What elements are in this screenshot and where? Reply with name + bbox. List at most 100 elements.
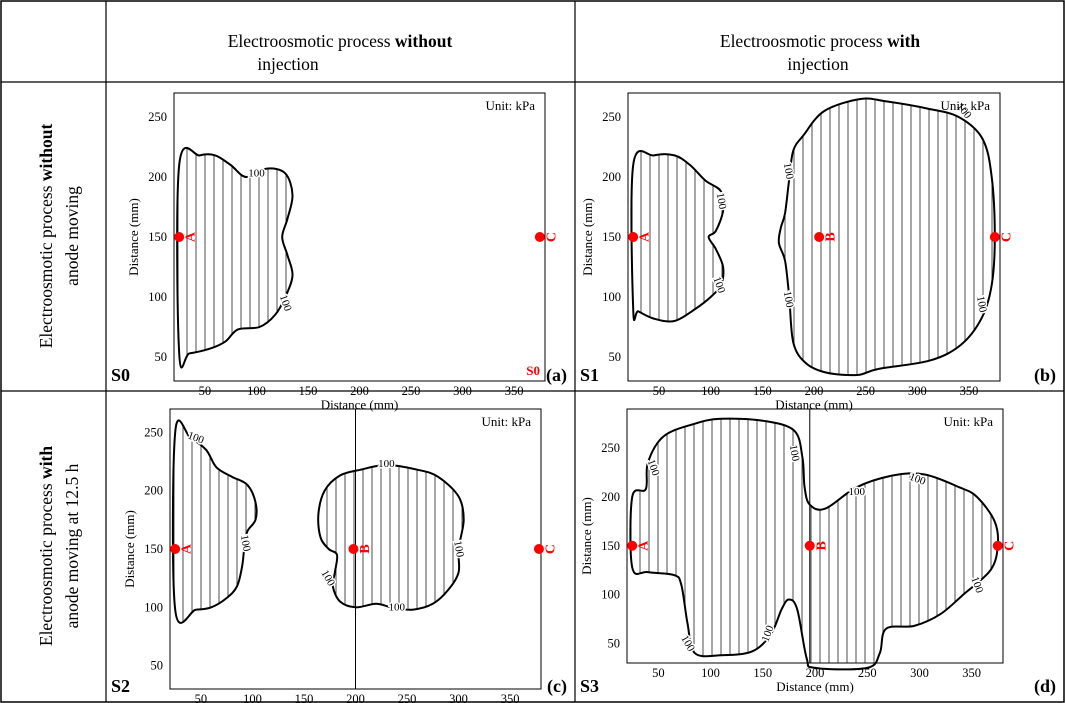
- plot-frame: [627, 92, 1001, 382]
- y-tick-label: 200: [602, 170, 621, 184]
- y-tick-label: 250: [148, 110, 167, 124]
- point-C-marker: [992, 540, 1003, 551]
- col1-header: Electroosmotic process without: [228, 31, 453, 51]
- col1-header-bold: without: [395, 31, 453, 51]
- row1-label: Electroosmotic process without: [36, 124, 56, 349]
- contour-label: 100: [787, 444, 802, 463]
- y-tick-label: 200: [601, 490, 620, 504]
- hatch-lines: [631, 98, 993, 376]
- x-tick-label: 350: [501, 692, 520, 703]
- col2-header-bold: with: [887, 31, 920, 51]
- x-tick-label: 200: [805, 384, 824, 398]
- col1-header-pre: Electroosmotic process: [228, 31, 395, 51]
- contour-label: 100: [974, 295, 989, 314]
- contour-1: [176, 146, 294, 369]
- x-tick-label: 200: [350, 384, 369, 398]
- x-tick-label: 300: [449, 692, 468, 703]
- panel-S2: 100 100 100 100 100 100 50 100 150 200 250 300 350 50…: [111, 408, 567, 703]
- point-A-marker: [627, 540, 638, 551]
- y-tick-label: 50: [608, 636, 621, 650]
- point-A-marker: [628, 232, 639, 242]
- x-tick-label: 100: [701, 384, 720, 398]
- contour-label: 100: [781, 290, 796, 309]
- point-A-label: A: [184, 231, 199, 242]
- x-tick-label: 250: [858, 666, 877, 680]
- x-tick-label: 350: [505, 384, 524, 398]
- point-B-marker: [804, 540, 815, 551]
- hatch-lines: [177, 147, 287, 368]
- row1-label-pre: Electroosmotic process: [36, 181, 56, 348]
- row2-label: Electroosmotic process with: [36, 446, 56, 647]
- scenario-label: S0: [111, 365, 130, 385]
- col2-header-line2: injection: [787, 54, 848, 74]
- x-tick-label: 250: [856, 384, 875, 398]
- y-tick-label: 100: [144, 600, 163, 614]
- y-tick-label: 200: [144, 484, 163, 498]
- row1-label-group: Electroosmotic process without anode mov…: [36, 124, 82, 349]
- y-tick-label: 250: [144, 425, 163, 439]
- y-tick-label: 150: [144, 542, 163, 556]
- y-tick-label: 150: [601, 539, 620, 553]
- y-tick-label: 50: [155, 350, 168, 364]
- row2-label-bold: with: [36, 446, 56, 479]
- unit-label: Unit: kPa: [486, 98, 536, 113]
- row1-label-bold: without: [36, 124, 56, 182]
- row2-label-line2: anode moving at 12.5 h: [62, 463, 82, 628]
- point-A-label: A: [180, 543, 195, 554]
- x-axis-label: Distance (mm): [321, 397, 399, 412]
- point-C-marker: [534, 232, 545, 242]
- y-tick-label: 100: [148, 290, 167, 304]
- point-C-marker: [533, 544, 544, 554]
- contour-label: 100: [378, 458, 395, 470]
- point-A-label: A: [638, 231, 653, 242]
- contour-label: 100: [908, 471, 928, 488]
- x-tick-label: 50: [195, 692, 208, 703]
- row1-label-line2: anode moving: [62, 186, 82, 286]
- y-tick-label: 250: [601, 441, 620, 455]
- x-tick-label: 100: [701, 666, 720, 680]
- x-axis-label: Distance (mm): [775, 397, 853, 412]
- y-tick-label: 150: [602, 230, 621, 244]
- corner-label: S0: [526, 363, 540, 378]
- y-tick-label: 100: [601, 588, 620, 602]
- y-tick-label: 100: [602, 290, 621, 304]
- contour-label: 100: [238, 534, 253, 553]
- x-tick-label: 150: [753, 666, 772, 680]
- scenario-label: S3: [580, 676, 599, 696]
- x-tick-label: 150: [295, 692, 314, 703]
- point-C-label: C: [1002, 541, 1017, 551]
- x-tick-label: 50: [652, 666, 665, 680]
- unit-label: Unit: kPa: [482, 414, 532, 429]
- contour-label: 100: [451, 540, 466, 559]
- point-B-marker: [348, 544, 359, 554]
- contour-label: 100: [781, 162, 796, 181]
- point-C-marker: [989, 232, 1000, 242]
- y-tick-label: 50: [151, 659, 164, 673]
- contour-1: [629, 417, 1000, 671]
- y-axis-label: Distance (mm): [579, 497, 594, 575]
- unit-label: Unit: kPa: [941, 98, 991, 113]
- plot-frame: [173, 92, 546, 382]
- point-C-label: C: [999, 232, 1014, 242]
- point-C-label: C: [544, 232, 559, 242]
- x-tick-label: 200: [346, 692, 365, 703]
- x-tick-label: 350: [960, 384, 979, 398]
- unit-label: Unit: kPa: [944, 414, 994, 429]
- x-tick-label: 250: [398, 692, 417, 703]
- x-tick-label: 100: [243, 692, 262, 703]
- contour-label: 100: [388, 601, 405, 613]
- hatch-lines: [630, 418, 992, 663]
- point-A-label: A: [637, 540, 652, 551]
- panel-label: (d): [1034, 676, 1056, 697]
- row2-label-group: Electroosmotic process with anode moving…: [36, 446, 82, 647]
- col2-header-pre: Electroosmotic process: [720, 31, 887, 51]
- x-tick-label: 200: [806, 666, 825, 680]
- point-C-label: C: [543, 544, 558, 554]
- y-axis-label: Distance (mm): [580, 198, 595, 276]
- point-B-marker: [814, 232, 825, 242]
- x-tick-label: 100: [247, 384, 266, 398]
